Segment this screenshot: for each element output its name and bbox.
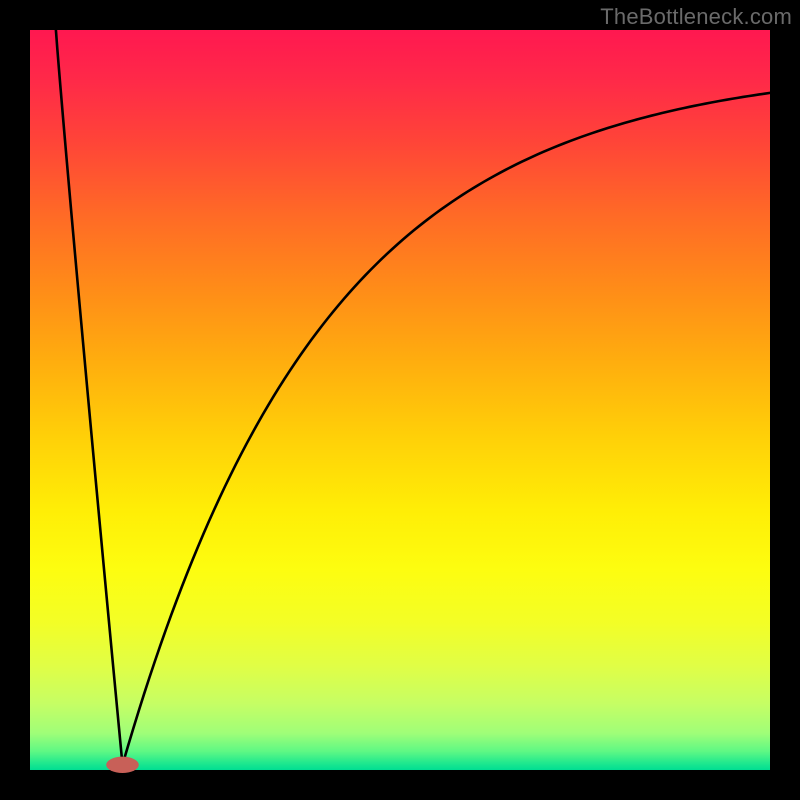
- optimal-point-marker: [106, 757, 139, 773]
- bottleneck-chart: [0, 0, 800, 800]
- chart-plot-area: [30, 30, 770, 770]
